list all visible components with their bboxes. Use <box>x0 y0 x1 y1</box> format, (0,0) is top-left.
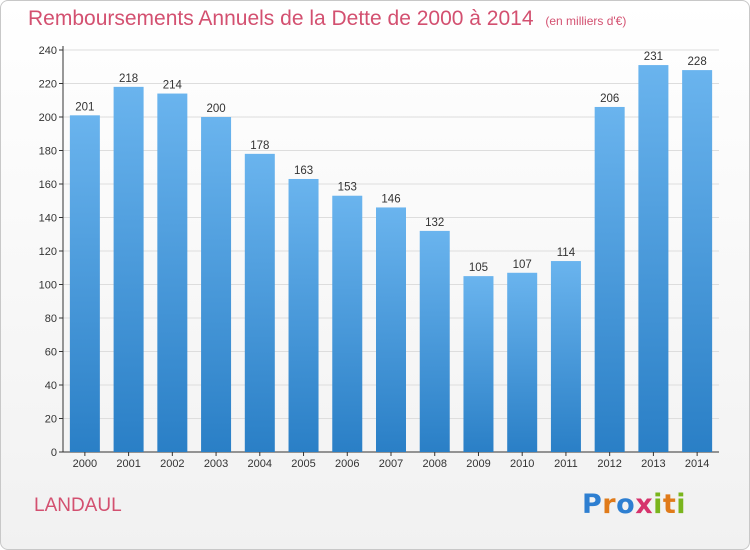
title-text: Remboursements Annuels de la Dette de 20… <box>28 7 534 30</box>
x-tick-label: 2011 <box>554 458 578 470</box>
bar <box>376 207 406 452</box>
logo-letter: P <box>582 489 603 520</box>
logo-letter: r <box>602 489 617 520</box>
data-label: 146 <box>381 193 400 205</box>
y-tick-label: 220 <box>39 79 57 91</box>
x-tick-label: 2003 <box>204 458 228 470</box>
y-tick-label: 60 <box>45 347 57 359</box>
data-label: 201 <box>75 101 94 113</box>
x-tick-label: 2012 <box>597 458 621 470</box>
commune-name: LANDAUL <box>34 495 122 516</box>
x-tick-label: 2001 <box>116 458 140 470</box>
data-label: 200 <box>206 103 225 115</box>
bar <box>594 106 625 452</box>
bar <box>288 178 319 452</box>
data-label: 163 <box>294 165 313 177</box>
data-label: 206 <box>600 93 619 105</box>
data-label: 231 <box>644 51 663 63</box>
data-label: 214 <box>163 80 183 92</box>
y-tick-label: 140 <box>39 213 57 225</box>
data-label: 132 <box>425 217 444 229</box>
logo-letter: o <box>616 489 636 520</box>
logo-letter: t <box>662 489 677 520</box>
bar <box>463 276 494 452</box>
x-tick-label: 2006 <box>335 458 359 470</box>
logo-letter: x <box>635 489 654 520</box>
y-tick-label: 160 <box>39 179 57 191</box>
y-tick-label: 0 <box>51 447 57 459</box>
y-tick-label: 240 <box>39 45 57 57</box>
bar <box>201 117 232 452</box>
bar <box>550 261 581 452</box>
bar <box>682 70 713 452</box>
data-label: 105 <box>469 262 488 274</box>
x-tick-label: 2004 <box>248 458 272 470</box>
x-tick-label: 2010 <box>510 458 534 470</box>
x-tick-label: 2008 <box>422 458 446 470</box>
bar <box>638 65 669 452</box>
logo-letter: i <box>676 489 687 520</box>
x-tick-label: 2014 <box>685 458 709 470</box>
data-label: 228 <box>688 56 707 68</box>
x-tick-label: 2000 <box>73 458 97 470</box>
chart-title: Remboursements Annuels de la Dette de 20… <box>28 7 626 31</box>
x-tick-label: 2009 <box>466 458 490 470</box>
data-label: 178 <box>250 140 269 152</box>
bar <box>69 115 100 452</box>
x-tick-label: 2007 <box>379 458 403 470</box>
y-tick-label: 200 <box>39 112 57 124</box>
x-tick-label: 2005 <box>291 458 315 470</box>
bar <box>244 153 275 452</box>
logo-letter: i <box>653 489 663 520</box>
proxiti-logo: Proxiti <box>582 489 686 520</box>
bar <box>332 195 363 452</box>
data-label: 107 <box>513 259 532 271</box>
y-tick-label: 40 <box>45 380 57 392</box>
data-label: 114 <box>557 247 576 259</box>
y-tick-label: 80 <box>45 313 57 325</box>
bar <box>157 93 188 453</box>
data-label: 218 <box>119 73 138 85</box>
bar <box>507 272 538 452</box>
y-tick-label: 120 <box>39 246 57 258</box>
y-tick-label: 100 <box>39 280 57 292</box>
data-label: 153 <box>338 182 357 194</box>
bar <box>419 230 450 452</box>
x-tick-label: 2013 <box>641 458 665 470</box>
y-tick-label: 180 <box>39 146 57 158</box>
y-tick-label: 20 <box>45 414 57 426</box>
x-tick-label: 2002 <box>160 458 184 470</box>
bar <box>113 86 144 452</box>
title-unit: (en milliers d'€) <box>545 14 627 28</box>
